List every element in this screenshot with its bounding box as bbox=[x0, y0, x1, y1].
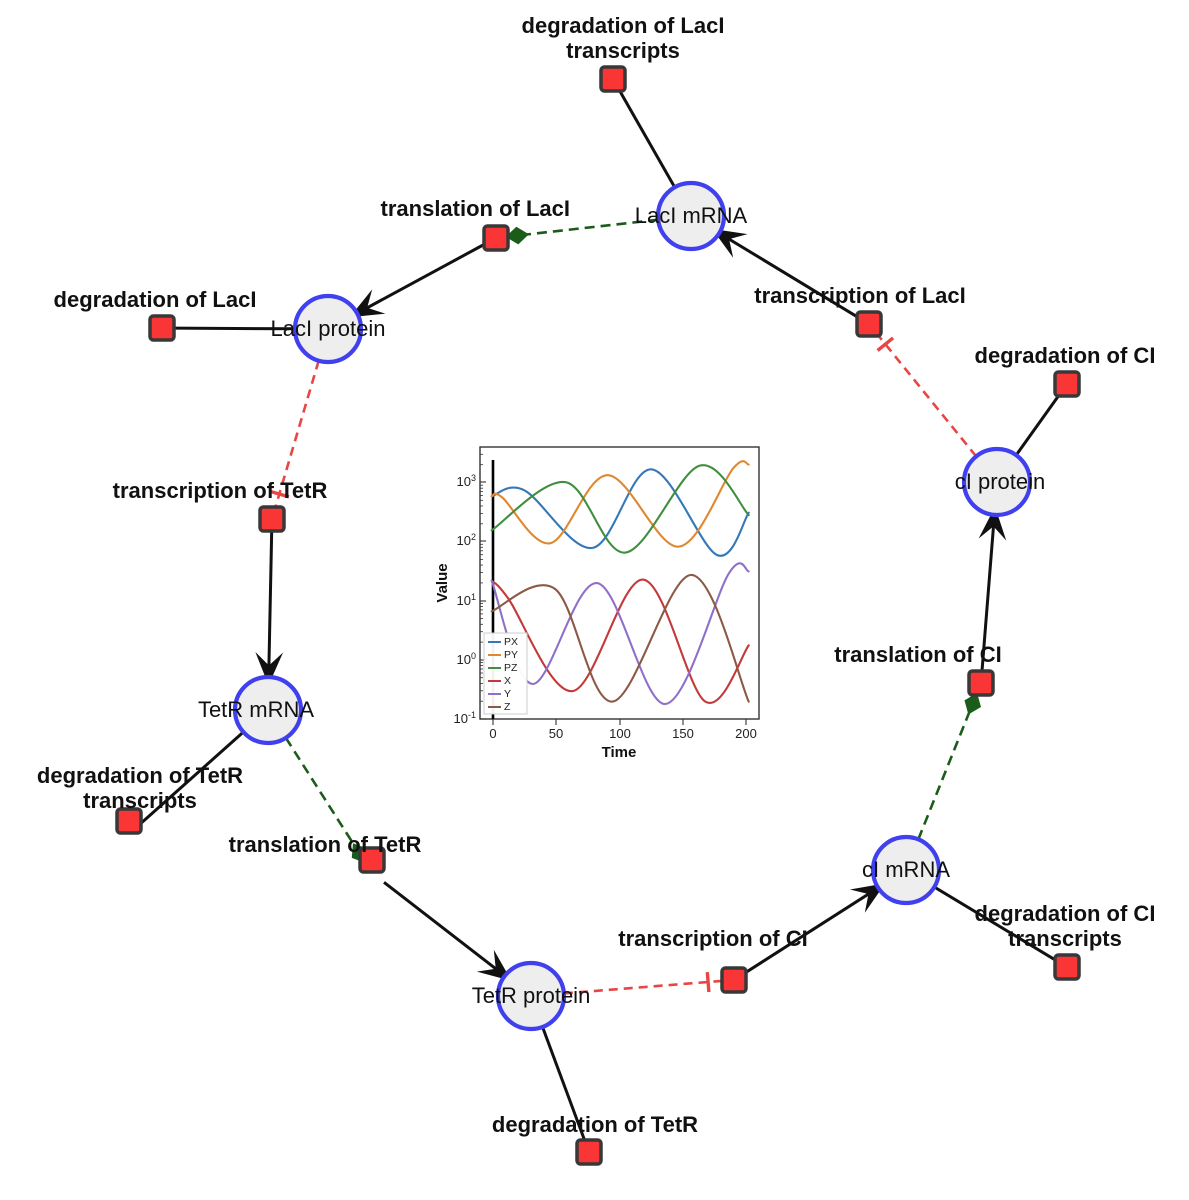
svg-text:10-1: 10-1 bbox=[454, 710, 476, 726]
svg-text:50: 50 bbox=[549, 726, 563, 741]
svg-text:150: 150 bbox=[672, 726, 694, 741]
svg-text:PY: PY bbox=[504, 649, 518, 661]
svg-text:Y: Y bbox=[504, 688, 511, 700]
svg-text:Z: Z bbox=[504, 701, 511, 713]
svg-text:PZ: PZ bbox=[504, 662, 518, 674]
svg-text:200: 200 bbox=[735, 726, 757, 741]
svg-text:X: X bbox=[504, 675, 511, 687]
svg-text:100: 100 bbox=[457, 651, 476, 667]
svg-text:103: 103 bbox=[457, 473, 476, 489]
svg-text:0: 0 bbox=[489, 726, 496, 741]
svg-text:101: 101 bbox=[457, 592, 476, 608]
svg-text:Time: Time bbox=[602, 744, 637, 761]
svg-text:100: 100 bbox=[609, 726, 631, 741]
svg-text:Value: Value bbox=[434, 563, 451, 602]
svg-text:102: 102 bbox=[457, 532, 476, 548]
svg-text:PX: PX bbox=[504, 636, 518, 648]
